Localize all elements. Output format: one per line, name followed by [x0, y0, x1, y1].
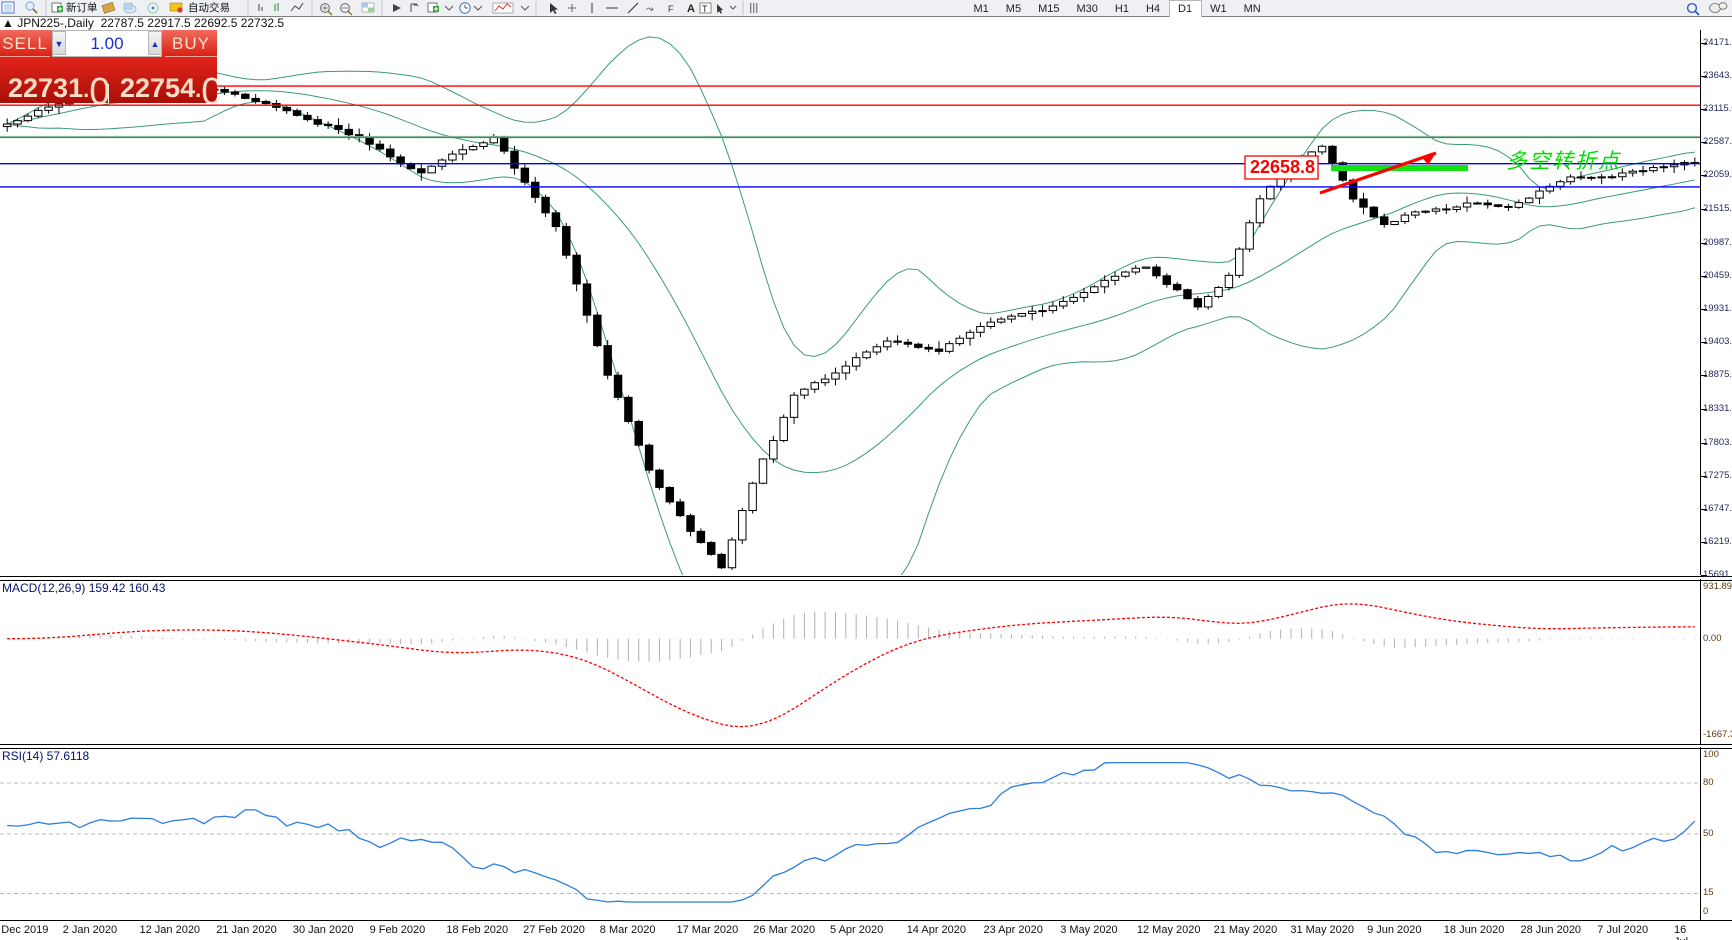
- svg-text:F: F: [668, 4, 674, 14]
- svg-text:A: A: [687, 3, 695, 15]
- svg-text:⤳: ⤳: [645, 4, 654, 15]
- svg-text:T: T: [702, 4, 708, 14]
- svg-text:自动交易: 自动交易: [188, 1, 230, 14]
- svg-text:多空转折点: 多空转折点: [1506, 150, 1621, 173]
- svg-text:22658.8: 22658.8: [1250, 157, 1315, 177]
- svg-text:新订单: 新订单: [66, 1, 98, 14]
